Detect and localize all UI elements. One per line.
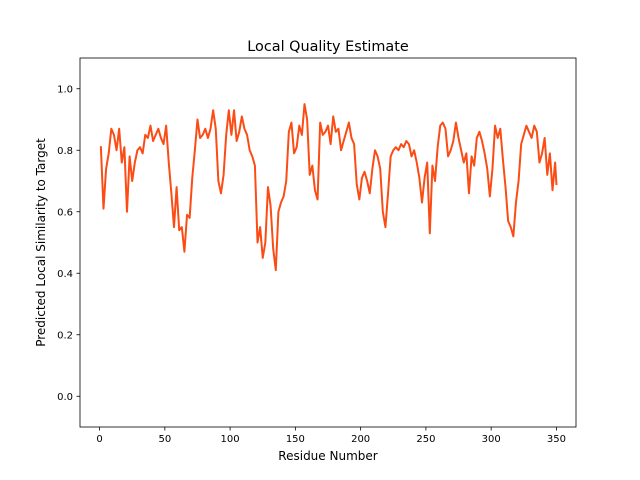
y-tick-label: 1.0 <box>57 84 73 95</box>
y-axis: 0.0 0.2 0.4 0.6 0.8 1.0 <box>57 84 80 403</box>
series-line-0 <box>99 103 558 272</box>
x-tick-label: 250 <box>416 434 435 445</box>
y-tick-label: 0.4 <box>57 269 73 280</box>
x-tick-label: 350 <box>547 434 566 445</box>
x-tick-label: 200 <box>351 434 370 445</box>
y-tick-label: 0.0 <box>57 392 73 403</box>
plot-area <box>99 103 558 272</box>
x-axis-label: Residue Number <box>278 449 377 463</box>
y-axis-label: Predicted Local Similarity to Target <box>34 138 48 347</box>
x-tick-label: 0 <box>96 434 102 445</box>
x-tick-label: 50 <box>158 434 171 445</box>
x-tick-label: 100 <box>221 434 240 445</box>
x-axis: 0 50 100 150 200 250 300 350 <box>96 427 566 445</box>
axes-frame <box>79 57 577 428</box>
chart-title: Local Quality Estimate <box>247 39 409 55</box>
y-tick-label: 0.8 <box>57 146 73 157</box>
x-tick-label: 300 <box>482 434 501 445</box>
y-tick-label: 0.6 <box>57 207 73 218</box>
x-tick-label: 150 <box>286 434 305 445</box>
y-tick-label: 0.2 <box>57 330 73 341</box>
